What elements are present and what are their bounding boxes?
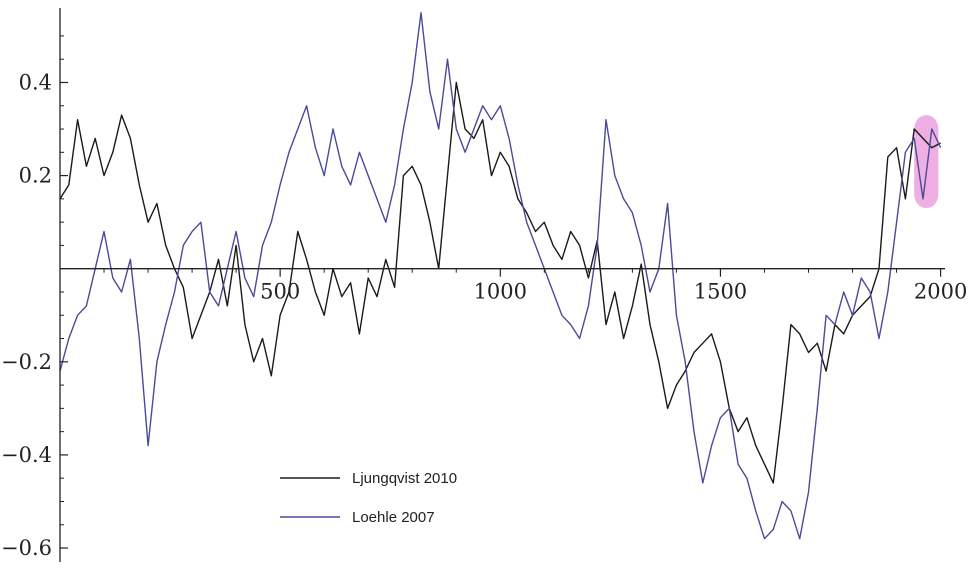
x-tick-label: 1000 xyxy=(474,280,527,304)
x-tick-label: 2000 xyxy=(914,280,967,304)
x-tick-label: 500 xyxy=(260,280,300,304)
series-line-0 xyxy=(59,81,941,484)
legend: Ljungqvist 2010 Loehle 2007 xyxy=(280,470,457,526)
y-tick-label: 0.4 xyxy=(19,70,52,94)
highlight-layer xyxy=(914,115,939,209)
y-tick-label: 0.2 xyxy=(19,164,52,188)
ticks-layer: 0.4 0.2 −0.2 −0.4 −0.6 500 1000 1500 2000 xyxy=(1,35,967,560)
legend-label-ljungqvist: Ljungqvist 2010 xyxy=(352,470,457,487)
highlight-marker xyxy=(914,115,939,209)
y-tick-label: −0.2 xyxy=(1,350,52,374)
y-tick-label: −0.6 xyxy=(1,536,52,560)
legend-label-loehle: Loehle 2007 xyxy=(352,509,435,526)
x-tick-label: 1500 xyxy=(694,280,747,304)
y-tick-label: −0.4 xyxy=(1,443,52,467)
axes-layer xyxy=(59,8,945,562)
